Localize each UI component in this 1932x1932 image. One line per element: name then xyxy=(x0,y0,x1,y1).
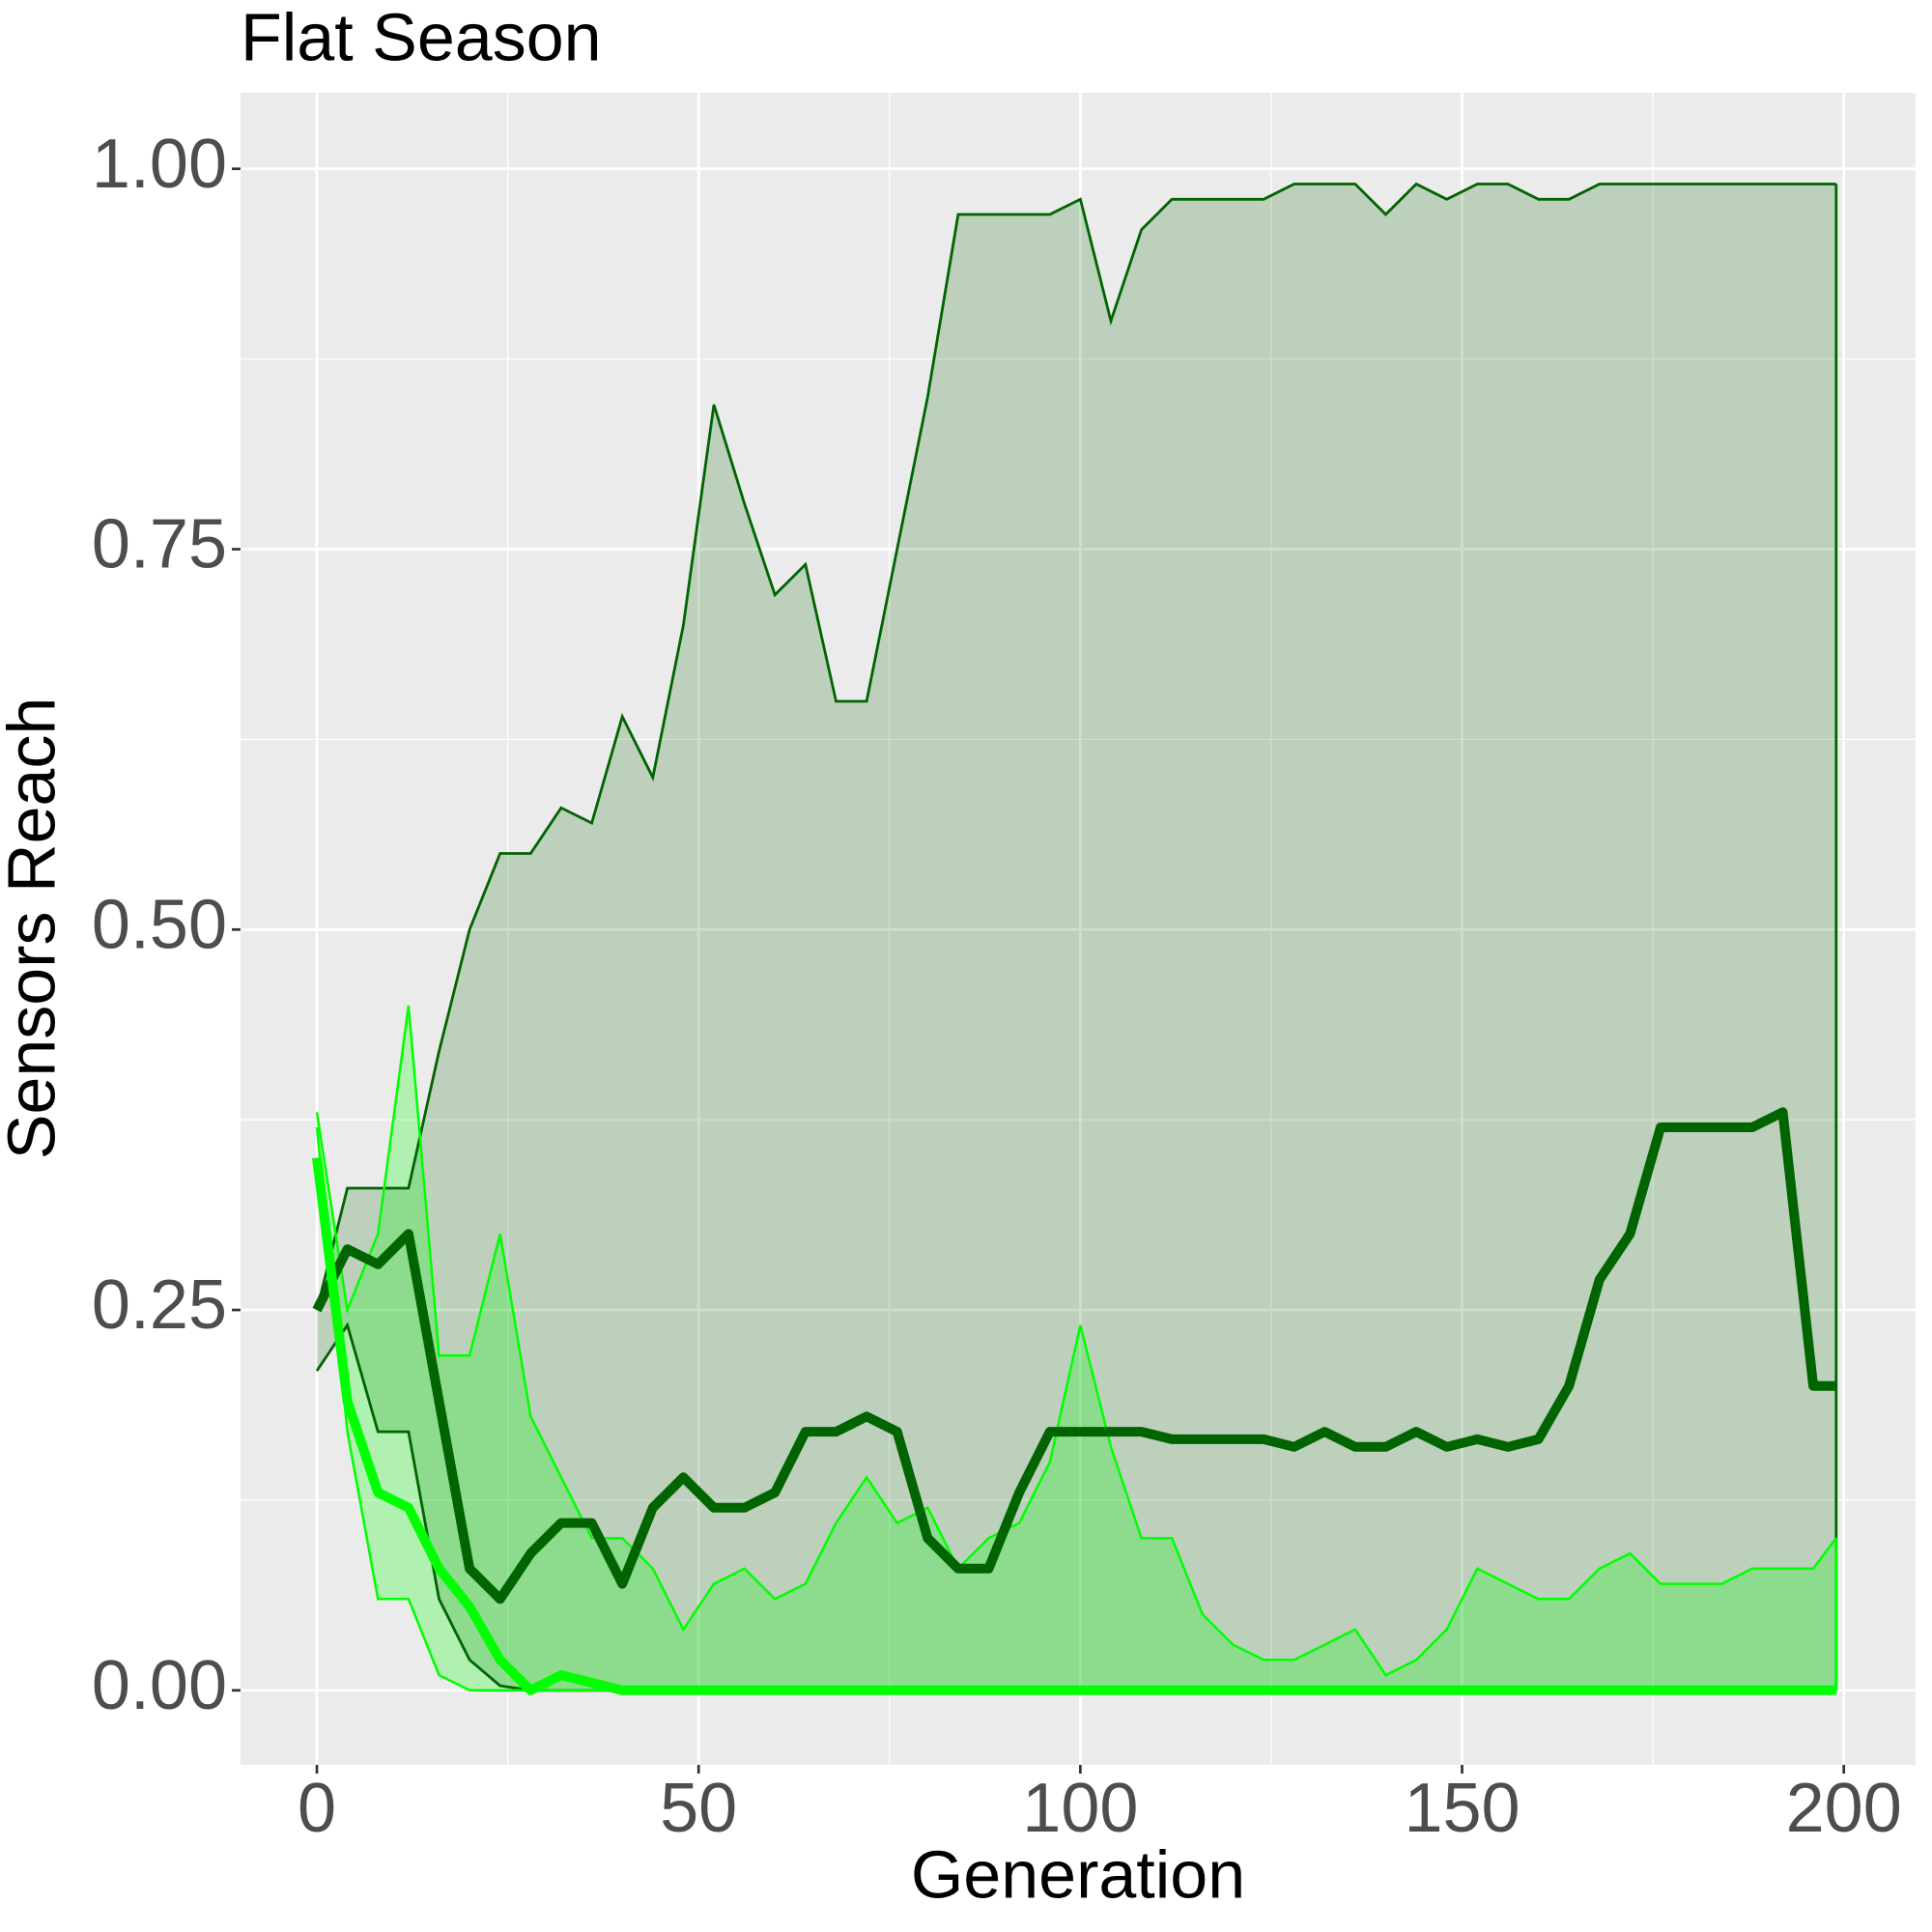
median-line xyxy=(312,1156,1836,1695)
x-tick-label: 150 xyxy=(1404,1770,1520,1847)
upper-line xyxy=(315,182,1836,1311)
x-tick-label: 200 xyxy=(1786,1770,1902,1847)
y-tick-label: 0.25 xyxy=(92,1266,227,1344)
x-tick-label: 100 xyxy=(1022,1770,1138,1847)
labels: 0 50 100 150 200 0.00 0.25 0.50 0.75 1.00 xyxy=(92,126,1902,1847)
upper-line xyxy=(315,1005,1837,1677)
median-line xyxy=(312,1107,1836,1605)
x-tick-label: 0 xyxy=(298,1770,336,1847)
chart-title: Flat Season xyxy=(241,0,602,74)
x-tick-label: 50 xyxy=(660,1770,737,1847)
y-tick-label: 0.75 xyxy=(92,506,227,583)
y-tick-label: 0.50 xyxy=(92,886,227,963)
band xyxy=(317,184,1836,1690)
x-axis-title: Generation xyxy=(911,1836,1245,1912)
y-tick-label: 0.00 xyxy=(92,1647,227,1724)
y-axis-title: Sensors Reach xyxy=(0,697,69,1160)
y-tick-label: 1.00 xyxy=(92,126,227,203)
marks xyxy=(312,182,1838,1695)
